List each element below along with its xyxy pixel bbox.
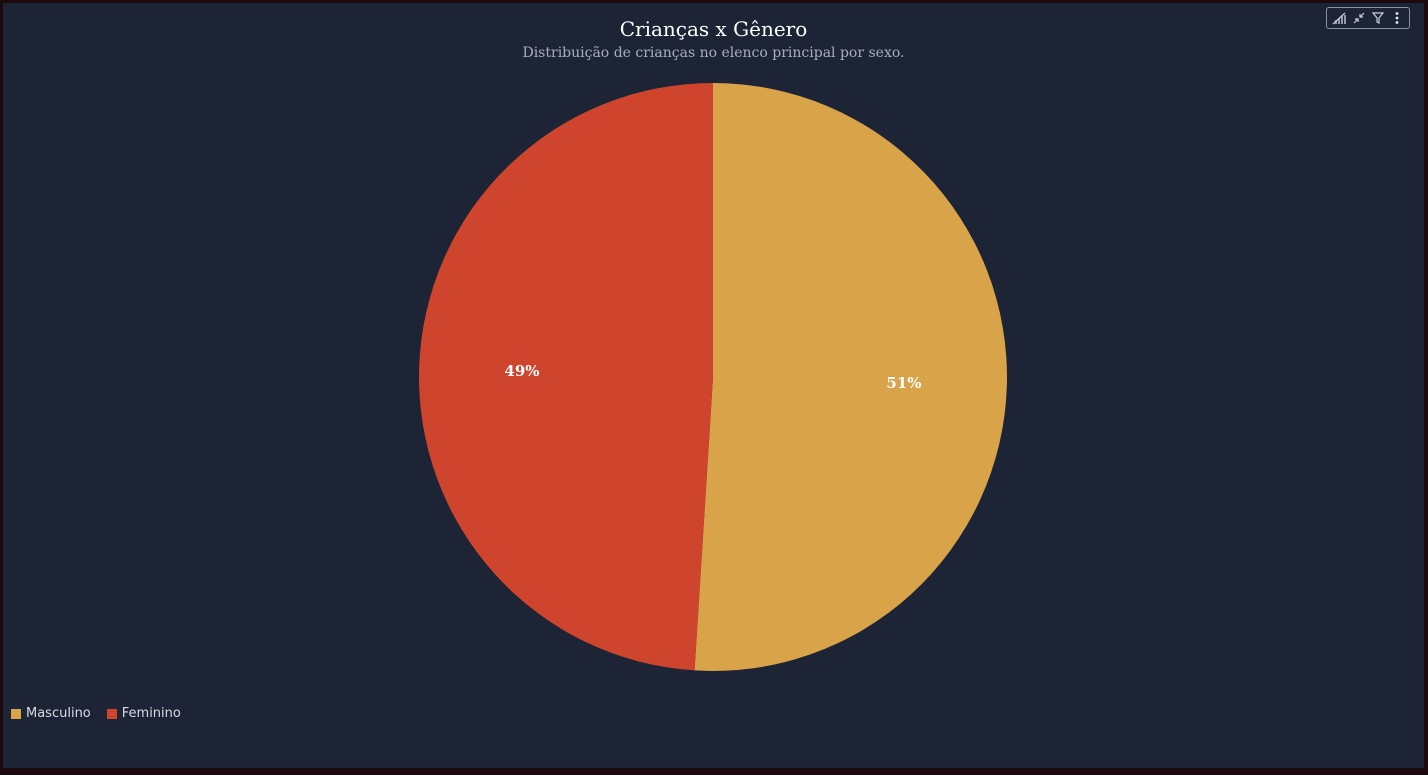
legend-item-masculino[interactable]: Masculino (11, 706, 91, 721)
pie-chart: 51% 49% (418, 82, 1007, 671)
legend-item-feminino[interactable]: Feminino (106, 706, 181, 721)
visual-header-toolbar (1326, 7, 1410, 29)
pie-slice-masculino[interactable] (694, 83, 1007, 671)
slice-label-feminino: 49% (504, 362, 539, 380)
legend-swatch (11, 708, 21, 719)
chart-panel: Crianças x Gênero Distribuição de crianç… (3, 3, 1424, 768)
collapse-icon[interactable] (1351, 10, 1367, 26)
more-options-icon[interactable] (1389, 10, 1405, 26)
slice-label-masculino: 51% (886, 374, 921, 392)
filter-icon[interactable] (1370, 10, 1386, 26)
chart-title: Crianças x Gênero (619, 17, 808, 41)
pie-slice-feminino[interactable] (418, 82, 713, 671)
drill-chart-icon[interactable] (1332, 10, 1348, 26)
legend-label: Feminino (121, 706, 181, 721)
legend-label: Masculino (26, 706, 91, 721)
chart-subtitle: Distribuição de crianças no elenco princ… (522, 45, 905, 61)
legend-swatch (106, 708, 117, 719)
chart-legend: Masculino Feminino (11, 706, 197, 721)
